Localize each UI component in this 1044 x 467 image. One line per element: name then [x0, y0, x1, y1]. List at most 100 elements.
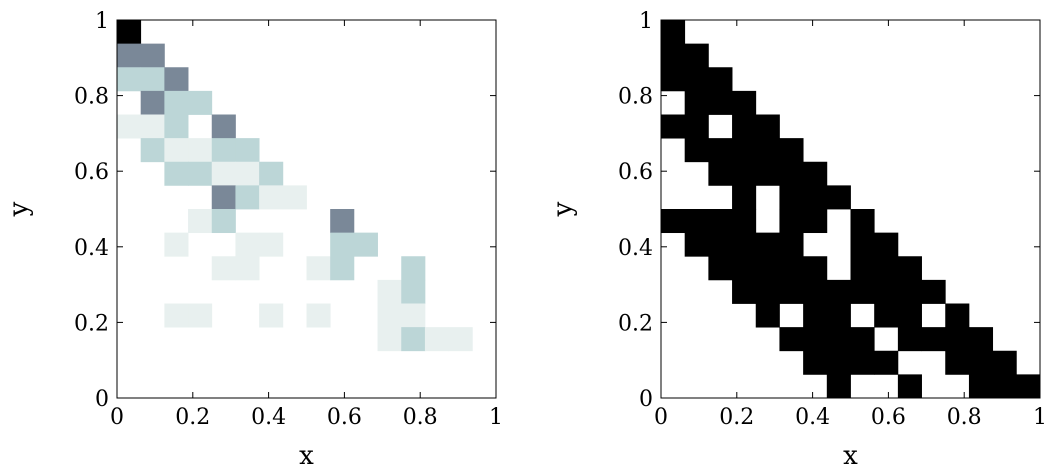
left-heatmap-cell	[164, 138, 189, 163]
left-heatmap-cell	[235, 256, 260, 281]
left-heatmap-cell	[164, 67, 189, 92]
left-x-tick-label: 0.4	[251, 405, 286, 430]
left-x-tick-label: 0.8	[403, 405, 438, 430]
right-heatmap-cell	[968, 374, 994, 399]
right-heatmap-cell	[779, 138, 804, 163]
right-heatmap-cell	[803, 303, 828, 328]
left-heatmap-cell	[424, 327, 450, 352]
right-heatmap-cell	[850, 279, 875, 304]
right-heatmap-cell	[826, 327, 851, 352]
left-heatmap-cell	[377, 279, 402, 304]
left-heatmap-cell	[259, 185, 284, 210]
right-heatmap-cell	[897, 303, 922, 328]
right-heatmap-cell	[897, 374, 922, 399]
left-heatmap-cell	[188, 138, 213, 163]
right-x-tick-label: 0.2	[719, 405, 754, 430]
right-heatmap-cell	[826, 374, 851, 399]
left-heatmap-cell	[211, 161, 236, 186]
left-heatmap-cell	[140, 114, 165, 139]
right-y-tick-label: 0.2	[618, 311, 653, 336]
right-heatmap-cell	[826, 303, 851, 328]
left-heatmap-cell	[330, 256, 355, 281]
left-heatmap-cell	[211, 138, 236, 163]
right-heatmap-cell	[850, 232, 875, 257]
left-heatmap-cell	[188, 90, 213, 115]
right-heatmap-cell	[779, 327, 804, 352]
right-heatmap-cell	[826, 279, 851, 304]
left-heatmap-cell	[259, 232, 284, 257]
right-heatmap-cell	[732, 114, 757, 139]
left-heatmap-cell	[164, 232, 189, 257]
left-heatmap-cell	[164, 90, 189, 115]
left-heatmap-cell	[259, 161, 284, 186]
right-heatmap-cell	[850, 209, 875, 234]
left-heatmap-cell	[117, 20, 142, 45]
left-heatmap-cell	[235, 232, 260, 257]
right-heatmap-cell	[803, 279, 828, 304]
right-y-tick-label: 0.8	[618, 85, 653, 110]
left-heatmap-cell	[188, 303, 213, 328]
left-x-tick-label: 0.2	[175, 405, 210, 430]
left-y-axis-label: y	[4, 201, 34, 217]
left-y-tick-label: 0.6	[74, 160, 109, 185]
right-heatmap-cell	[779, 256, 804, 281]
right-y-axis-label: y	[548, 201, 578, 217]
right-heatmap-cell	[684, 114, 709, 139]
right-heatmap-cell	[708, 90, 733, 115]
right-heatmap-cell	[732, 138, 757, 163]
right-x-axis-label: x	[843, 441, 858, 467]
left-heatmap-cell	[259, 303, 284, 328]
right-heatmap-cell	[661, 209, 686, 234]
left-heatmap-cell	[117, 67, 142, 92]
right-heatmap-cell	[968, 327, 994, 352]
right-x-tick-label: 0.6	[871, 405, 906, 430]
right-heatmap-cell	[755, 256, 780, 281]
right-heatmap-cell	[755, 232, 780, 257]
right-heatmap-cell	[732, 209, 757, 234]
left-y-tick-label: 0	[95, 387, 109, 412]
right-x-tick-label: 1	[1033, 405, 1044, 430]
right-heatmap-cell	[755, 114, 780, 139]
left-heatmap-cell	[306, 303, 331, 328]
right-heatmap-cell	[803, 161, 828, 186]
right-heatmap-cell	[708, 67, 733, 92]
right-heatmap-cell	[661, 43, 686, 68]
right-heatmap-cell	[826, 350, 851, 375]
right-heatmap-cell	[755, 161, 780, 186]
right-heatmap-cell	[921, 279, 946, 304]
right-heatmap-cell	[992, 374, 1017, 399]
heatmap-panel-left: 0 0.2 0.4 0.6 0.8 1 0 0.2 0.4 0.6 0.8 1 x y	[4, 9, 503, 467]
right-y-tick-label: 0.6	[618, 160, 653, 185]
right-heatmap-cell	[945, 303, 970, 328]
left-heatmap-cell	[211, 209, 236, 234]
right-heatmap-cell	[779, 209, 804, 234]
left-heatmap-cell	[140, 138, 165, 163]
left-heatmap-cell	[211, 185, 236, 210]
left-heatmap-cell	[164, 303, 189, 328]
right-heatmap-cell	[945, 350, 970, 375]
left-heatmap-cell	[140, 90, 165, 115]
left-heatmap-cell	[330, 232, 355, 257]
right-heatmap-cell	[661, 20, 686, 45]
heatmap-panel-right: 0 0.2 0.4 0.6 0.8 1 0 0.2 0.4 0.6 0.8 1 x y	[548, 9, 1044, 467]
right-heatmap-cell	[708, 256, 733, 281]
right-heatmap-cell	[850, 327, 875, 352]
right-plot-frame	[660, 19, 1041, 399]
left-x-axis-label: x	[299, 441, 314, 467]
left-x-tick-label: 0	[110, 405, 124, 430]
right-heatmap-cell	[732, 232, 757, 257]
right-heatmap-cell	[826, 185, 851, 210]
left-heatmap-cell	[117, 43, 142, 68]
right-heatmap-cell	[684, 138, 709, 163]
left-heatmap-cell	[140, 67, 165, 92]
left-heatmap-cell	[377, 303, 402, 328]
right-heatmap-cell	[684, 43, 709, 68]
left-y-tick-label: 1	[95, 9, 109, 34]
right-heatmap-cell	[661, 114, 686, 139]
right-heatmap-cell	[732, 279, 757, 304]
left-plot-frame	[116, 19, 497, 399]
right-heatmap-cell	[708, 138, 733, 163]
right-heatmap-cell	[779, 232, 804, 257]
left-heatmap-cell	[140, 43, 165, 68]
